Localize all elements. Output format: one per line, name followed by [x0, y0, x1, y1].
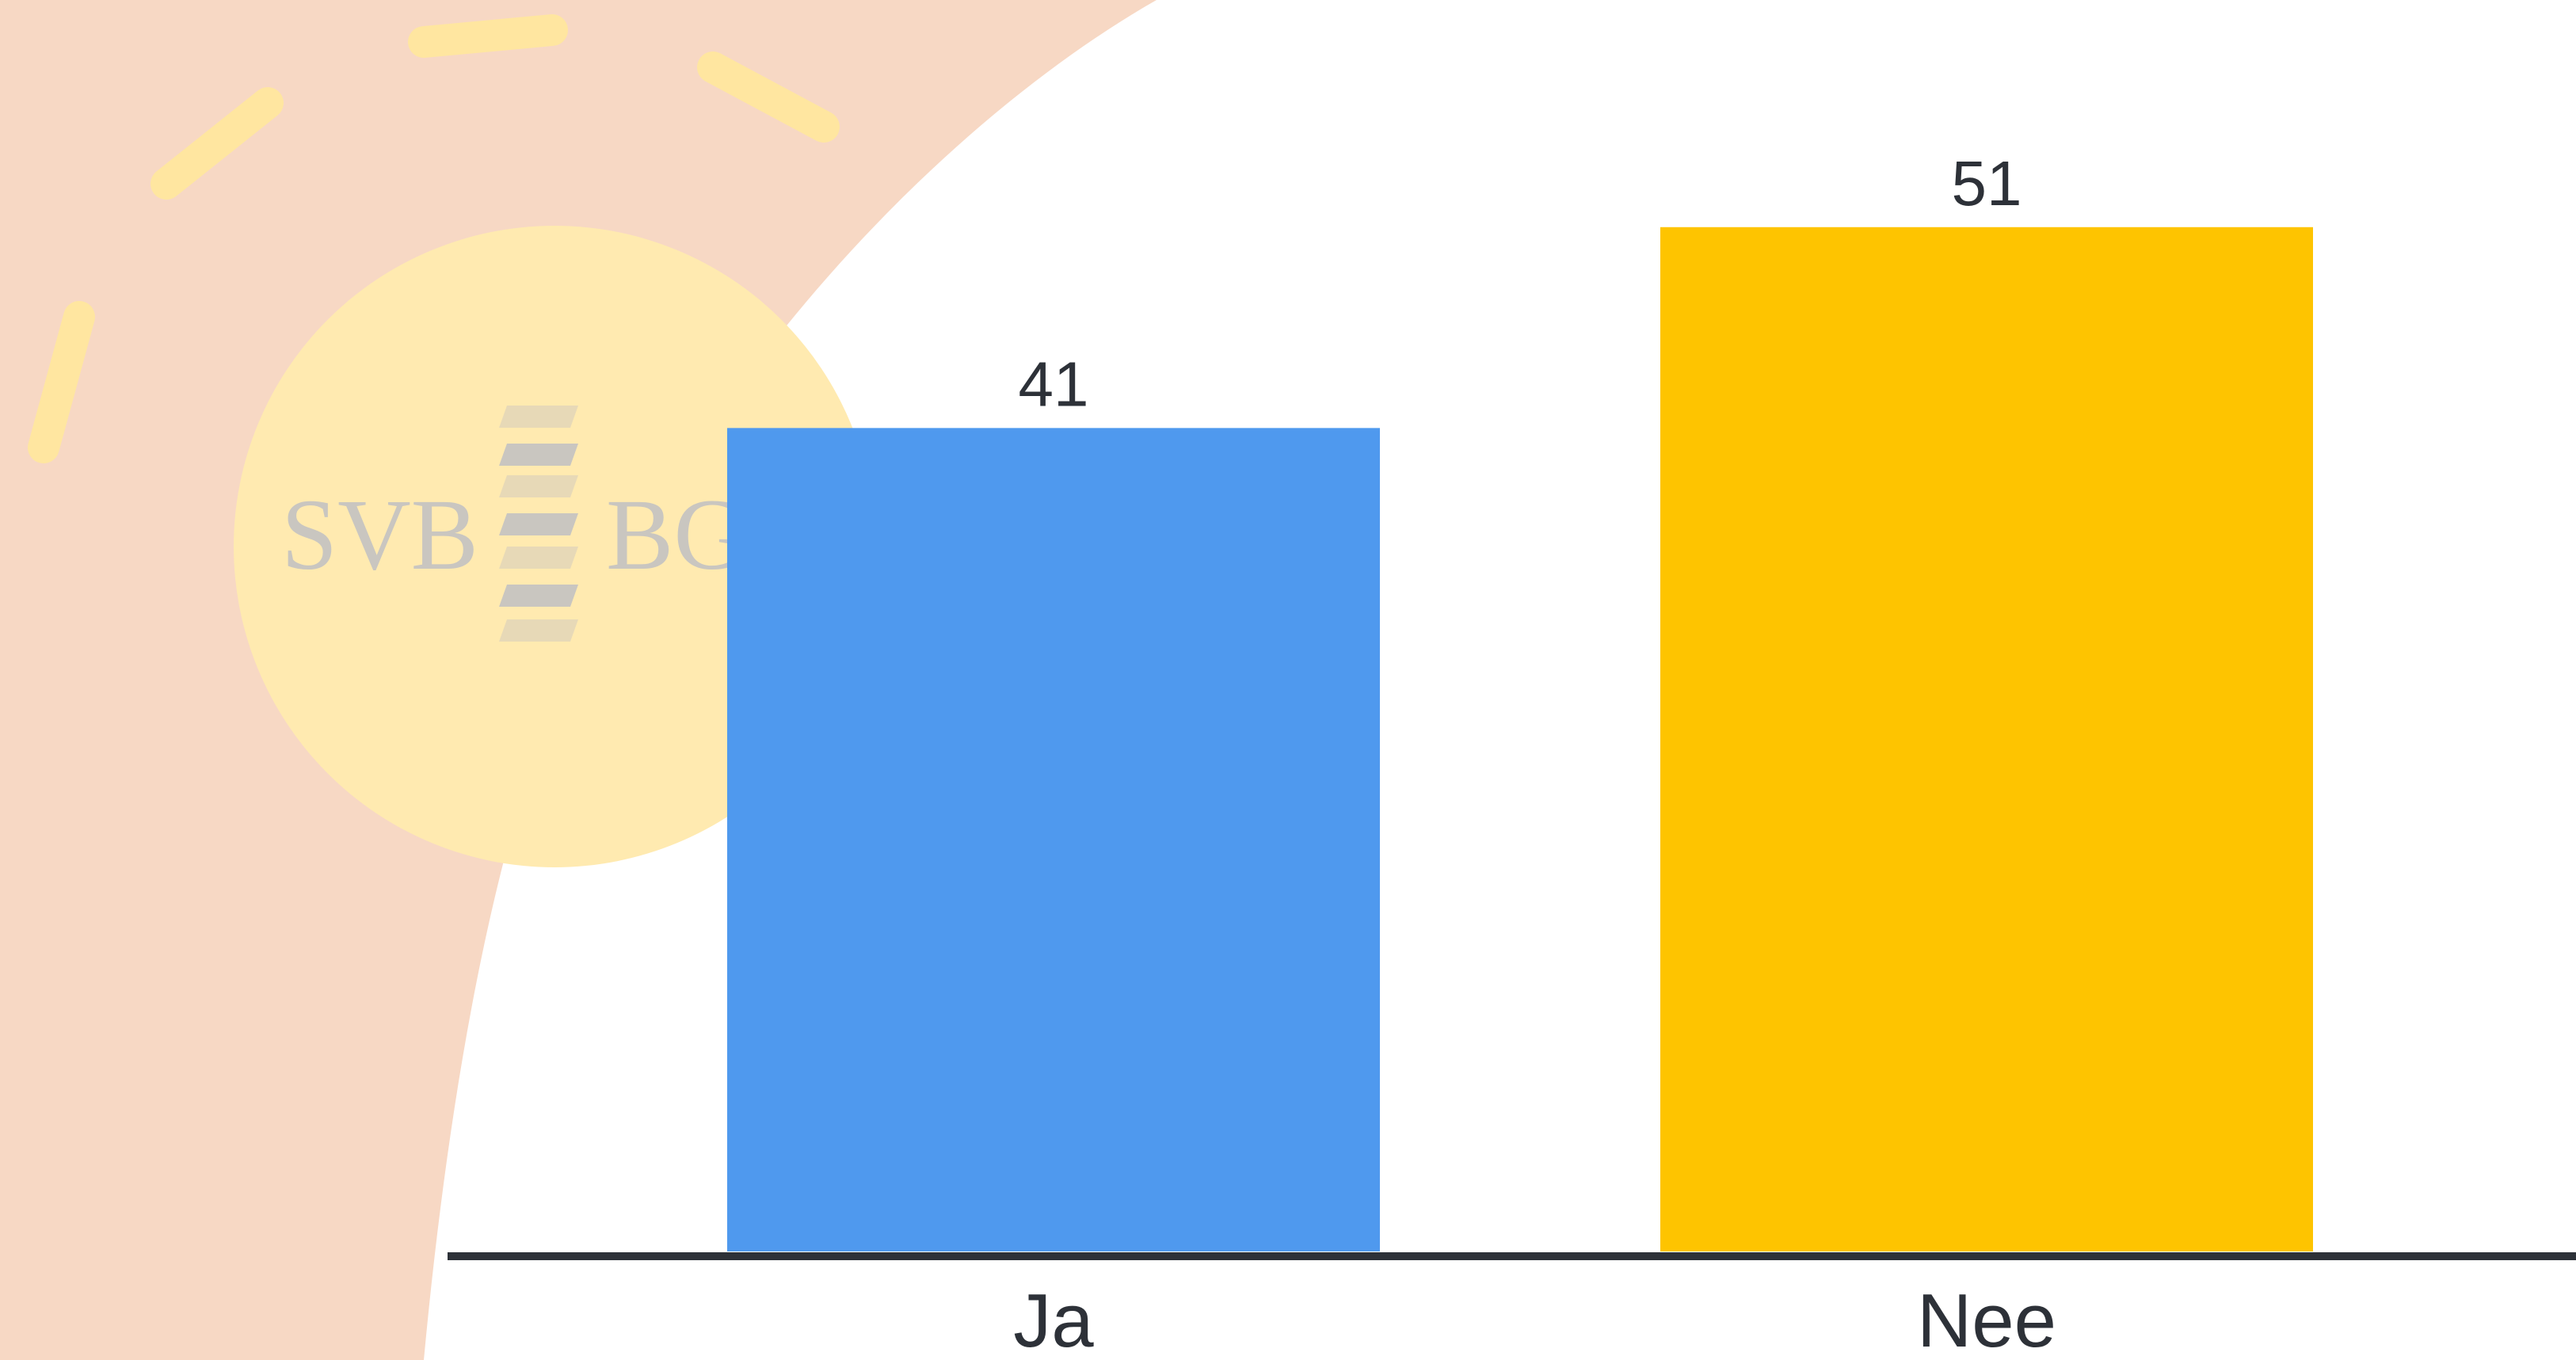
bar-nee: [1660, 227, 2313, 1252]
sun-rays: [28, 14, 840, 463]
logo-block: [499, 585, 578, 607]
sun-ray: [697, 51, 840, 143]
logo-text-svb: SVB: [281, 478, 478, 591]
logo-block: [499, 513, 578, 535]
sun-ray: [408, 14, 568, 58]
x-tick-label-ja: Ja: [1013, 1278, 1094, 1360]
logo-block: [499, 475, 578, 497]
sun-circle: [234, 226, 875, 867]
background-decoration: SVB BG: [0, 0, 1157, 1360]
data-label-nee: 51: [1952, 148, 2022, 219]
sun-ray: [28, 301, 95, 463]
logo-text-bg: BG: [606, 478, 747, 591]
logo-block: [499, 619, 578, 642]
svb-bg-watermark-logo: SVB BG: [281, 406, 747, 642]
logo-block: [499, 547, 578, 569]
peach-background-shape: [0, 0, 1157, 1360]
data-label-ja: 41: [1019, 349, 1089, 419]
sun-ray: [151, 87, 284, 200]
logo-stack-icon: [499, 406, 578, 642]
bar-chart: 41 Ja 51 Nee: [448, 148, 2576, 1360]
bar-ja: [727, 428, 1380, 1251]
x-tick-label-nee: Nee: [1917, 1278, 2056, 1360]
logo-block: [499, 444, 578, 466]
logo-block: [499, 406, 578, 428]
